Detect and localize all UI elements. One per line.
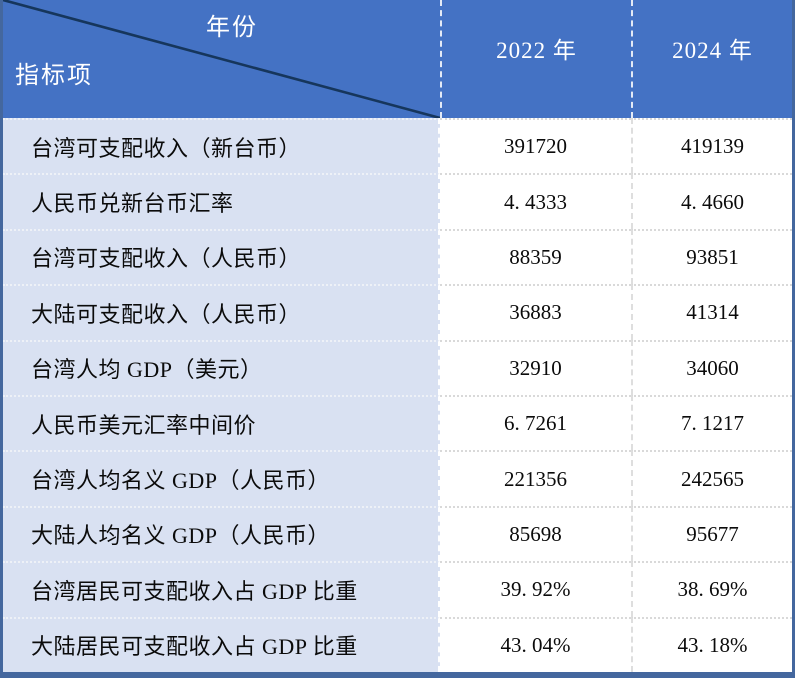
value-2024: 34060: [631, 339, 792, 395]
row-label: 人民币兑新台币汇率: [3, 173, 440, 229]
value-2024: 93851: [631, 228, 792, 285]
value-2022: 221356: [440, 450, 631, 506]
row-label: 台湾人均名义 GDP（人民币）: [3, 450, 440, 506]
row-label: 人民币美元汇率中间价: [3, 394, 440, 451]
corner-indicator-label: 指标项: [15, 63, 93, 89]
corner-year-label: 年份: [206, 15, 258, 41]
row-label: 台湾人均 GDP（美元）: [3, 339, 440, 395]
row-label: 台湾居民可支配收入占 GDP 比重: [3, 561, 440, 617]
value-2022: 4. 4333: [440, 173, 631, 229]
diagonal-header-cell: 年份 指标项: [3, 0, 440, 118]
value-2022: 391720: [440, 118, 631, 174]
column-header-2022: 2022 年: [440, 0, 631, 118]
value-2022: 32910: [440, 339, 631, 395]
value-2022: 36883: [440, 284, 631, 340]
row-label: 台湾可支配收入（人民币）: [3, 228, 440, 285]
value-2024: 242565: [631, 450, 792, 506]
value-2022: 39. 92%: [440, 561, 631, 617]
value-2024: 7. 1217: [631, 394, 792, 451]
row-label: 台湾可支配收入（新台币）: [3, 118, 440, 174]
value-2022: 85698: [440, 505, 631, 562]
row-label: 大陆居民可支配收入占 GDP 比重: [3, 616, 440, 672]
value-2024: 41314: [631, 284, 792, 340]
row-label: 大陆可支配收入（人民币）: [3, 284, 440, 340]
value-2024: 95677: [631, 505, 792, 562]
column-header-2024: 2024 年: [631, 0, 792, 118]
diagonal-divider-line: [3, 0, 440, 118]
row-label: 大陆人均名义 GDP（人民币）: [3, 505, 440, 562]
value-2024: 43. 18%: [631, 616, 792, 672]
value-2024: 4. 4660: [631, 173, 792, 229]
value-2024: 419139: [631, 118, 792, 174]
value-2022: 88359: [440, 228, 631, 285]
value-2022: 43. 04%: [440, 616, 631, 672]
value-2024: 38. 69%: [631, 561, 792, 617]
value-2022: 6. 7261: [440, 394, 631, 451]
